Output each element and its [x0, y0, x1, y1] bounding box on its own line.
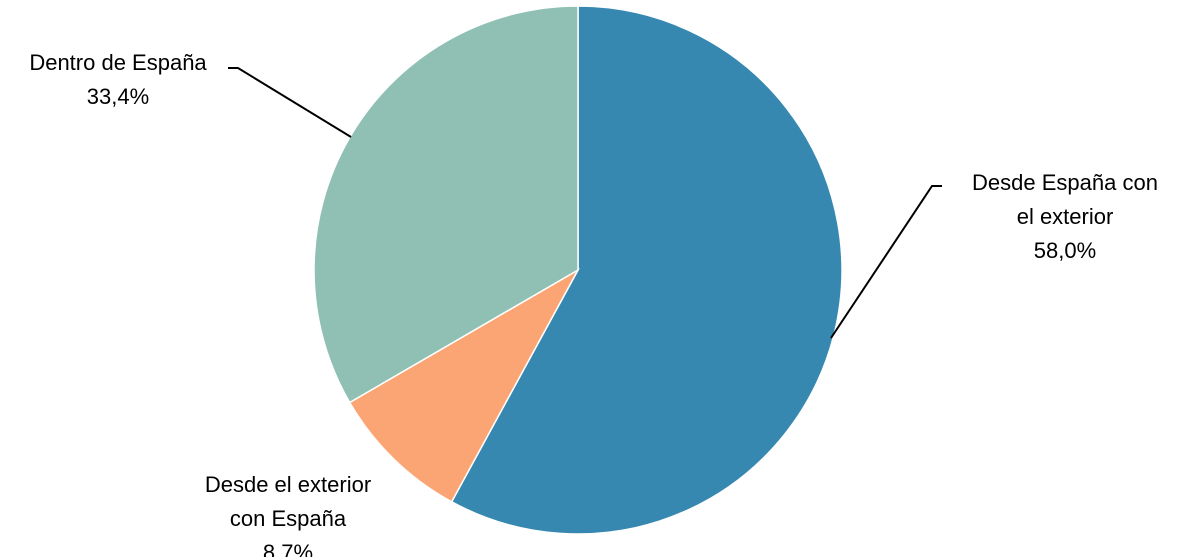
- slice-label-desde-espana-con-el-exterior: Desde España con el exterior 58,0%: [972, 170, 1158, 263]
- slice-name-label-desde-el-exterior-con-espana: con España: [230, 506, 347, 531]
- slice-name-label-desde-el-exterior-con-espana: Desde el exterior: [205, 472, 371, 497]
- slice-name-label-dentro-de-espana: Dentro de España: [29, 50, 207, 75]
- slice-value-label-dentro-de-espana: 33,4%: [87, 84, 149, 109]
- leader-line-dentro-de-espana: [228, 67, 352, 138]
- leaders-layer: [228, 67, 942, 339]
- slice-value-label-desde-el-exterior-con-espana: 8,7%: [263, 540, 313, 557]
- labels-layer: Desde España con el exterior 58,0% Desde el…: [29, 50, 1158, 557]
- slice-label-dentro-de-espana: Dentro de España 33,4%: [29, 50, 207, 109]
- slice-name-label-desde-espana-con-el-exterior: Desde España con: [972, 170, 1158, 195]
- pie-slice-dentro-de-espana: [313, 5, 579, 404]
- pie-slice-desde-el-exterior-con-espana: [348, 268, 580, 503]
- slice-name-label-desde-espana-con-el-exterior: el exterior: [1017, 204, 1114, 229]
- slice-label-desde-el-exterior-con-espana: Desde el exterior con España 8,7%: [205, 472, 371, 557]
- leader-line-desde-espana-con-el-exterior: [830, 185, 942, 339]
- slices-layer: [313, 5, 843, 535]
- slice-value-label-desde-espana-con-el-exterior: 58,0%: [1034, 238, 1096, 263]
